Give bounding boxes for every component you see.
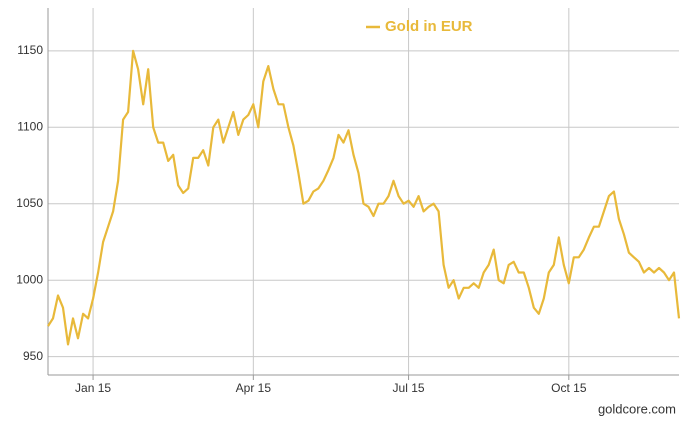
x-tick-label: Oct 15 xyxy=(551,381,587,395)
y-tick-label: 1050 xyxy=(16,196,43,210)
x-tick-label: Apr 15 xyxy=(236,381,272,395)
y-tick-label: 1000 xyxy=(16,272,43,286)
x-tick-label: Jan 15 xyxy=(75,381,111,395)
y-tick-label: 950 xyxy=(23,349,43,363)
x-tick-label: Jul 15 xyxy=(393,381,425,395)
legend-label: Gold in EUR xyxy=(385,18,473,35)
y-tick-label: 1150 xyxy=(17,43,43,57)
y-tick-label: 1100 xyxy=(17,119,43,133)
series-line xyxy=(47,49,681,346)
source: goldcore.com xyxy=(598,401,676,416)
